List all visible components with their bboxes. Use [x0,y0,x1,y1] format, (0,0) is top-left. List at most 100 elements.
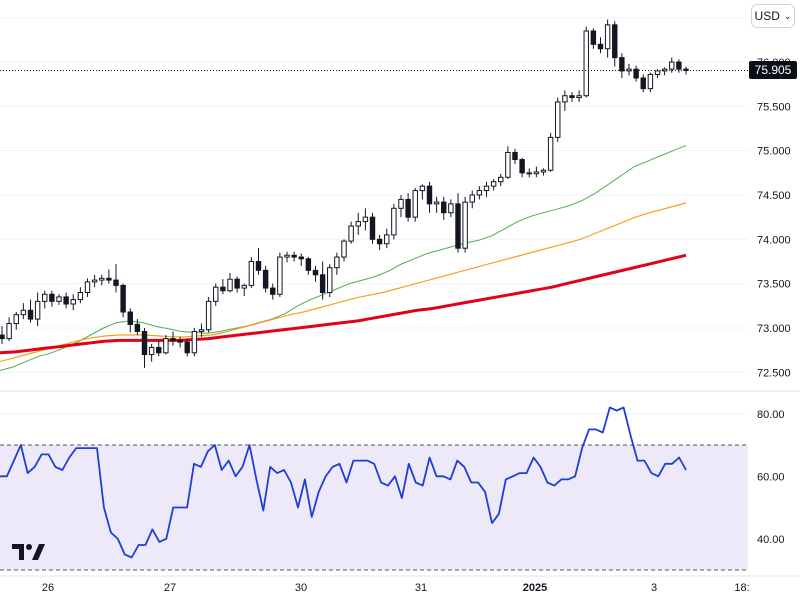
candle-body [156,346,162,354]
candle-body [84,281,91,294]
currency-selector[interactable]: USD ⌄ [751,4,795,28]
candle-body [526,172,532,175]
price-tick-label: 72.500 [757,367,791,379]
candle-body [604,24,611,50]
candle-body [262,269,269,289]
candle-body [590,30,597,45]
rsi-axis: 40.00 60.00 80.00 [757,409,785,546]
price-tick-label: 75.000 [757,146,791,158]
candle-body [547,136,554,171]
currency-label: USD [754,9,780,23]
candles [0,19,689,368]
candle-body [241,284,247,289]
candle-body [134,323,141,332]
candle-body [583,30,589,97]
candle-body [106,277,112,281]
candle-body [455,203,461,249]
candle-body [405,198,411,218]
candle-body [633,68,639,79]
candle-body [227,278,233,292]
candle-body [191,331,198,354]
time-tick-label: 30 [295,582,307,594]
candle-body [441,201,447,214]
candle-body [298,256,304,260]
candle-body [113,279,119,286]
tradingview-logo [12,544,45,560]
candle-body [555,101,561,138]
candle-body [419,185,426,192]
candle-body [433,201,440,205]
candle-body [56,296,62,302]
candle-body [127,311,133,325]
moving-averages [0,144,687,371]
candle-body [91,279,98,283]
candle-body [148,346,155,356]
candle-body [362,216,369,223]
candle-body [576,95,582,98]
candle-body [163,338,169,354]
candle-body [205,300,212,331]
candle-body [63,296,69,305]
candle-body [198,329,205,332]
price-grid [0,17,748,373]
candle-body [462,201,468,249]
candle-body [0,334,5,340]
candle-body [248,260,255,286]
rsi-tick-label: 60.00 [757,471,785,483]
rsi-series [0,406,687,559]
candle-body [669,61,675,70]
candle-body [120,284,126,313]
time-tick-label: 26 [42,582,54,594]
candle-body [626,68,632,72]
time-tick-label: 3 [651,582,657,594]
price-tick-label: 74.500 [757,190,791,202]
time-tick-label: 18: [734,582,749,594]
candle-body [220,286,226,292]
candle-body [177,339,183,343]
candle-body [391,207,397,236]
time-tick-label: 2025 [523,582,547,594]
rsi-tick-label: 40.00 [757,534,785,546]
candle-body [512,151,518,161]
candle-body [469,194,475,203]
candle-body [234,278,240,289]
candle-body [519,159,525,174]
price-tick-label: 73.000 [757,323,791,335]
candle-body [213,286,219,302]
candle-body [597,43,604,50]
sma-mid-line [0,202,687,363]
candle-body [498,176,504,183]
sma-fast-line [0,144,687,371]
candle-body [483,185,490,192]
time-tick-label: 27 [164,582,176,594]
candle-body [141,331,148,356]
candle-body [348,225,354,242]
candle-body [13,314,19,325]
candle-body [70,299,76,305]
candle-body [654,70,661,75]
candle-body [42,293,48,302]
candle-body [562,95,568,103]
candle-body [99,277,105,281]
candle-body [77,292,84,301]
candle-body [676,61,682,70]
candle-body [369,216,376,240]
time-tick-label: 31 [415,582,427,594]
candle-body [305,258,312,271]
candle-body [277,256,283,295]
candle-body [376,238,383,245]
price-tick-label: 73.500 [757,279,791,291]
last-price-badge: 75.905 [749,61,797,80]
candle-body [398,198,404,209]
candle-body [569,95,575,98]
price-tick-label: 75.500 [757,101,791,113]
candle-body [34,300,41,320]
time-axis: 26 27 30 31 2025 3 18: [0,575,800,594]
candle-body [612,24,618,59]
candle-body [27,309,34,320]
candle-body [291,254,297,258]
candle-body [448,203,454,214]
candle-body [20,309,27,316]
candle-body [683,68,689,71]
